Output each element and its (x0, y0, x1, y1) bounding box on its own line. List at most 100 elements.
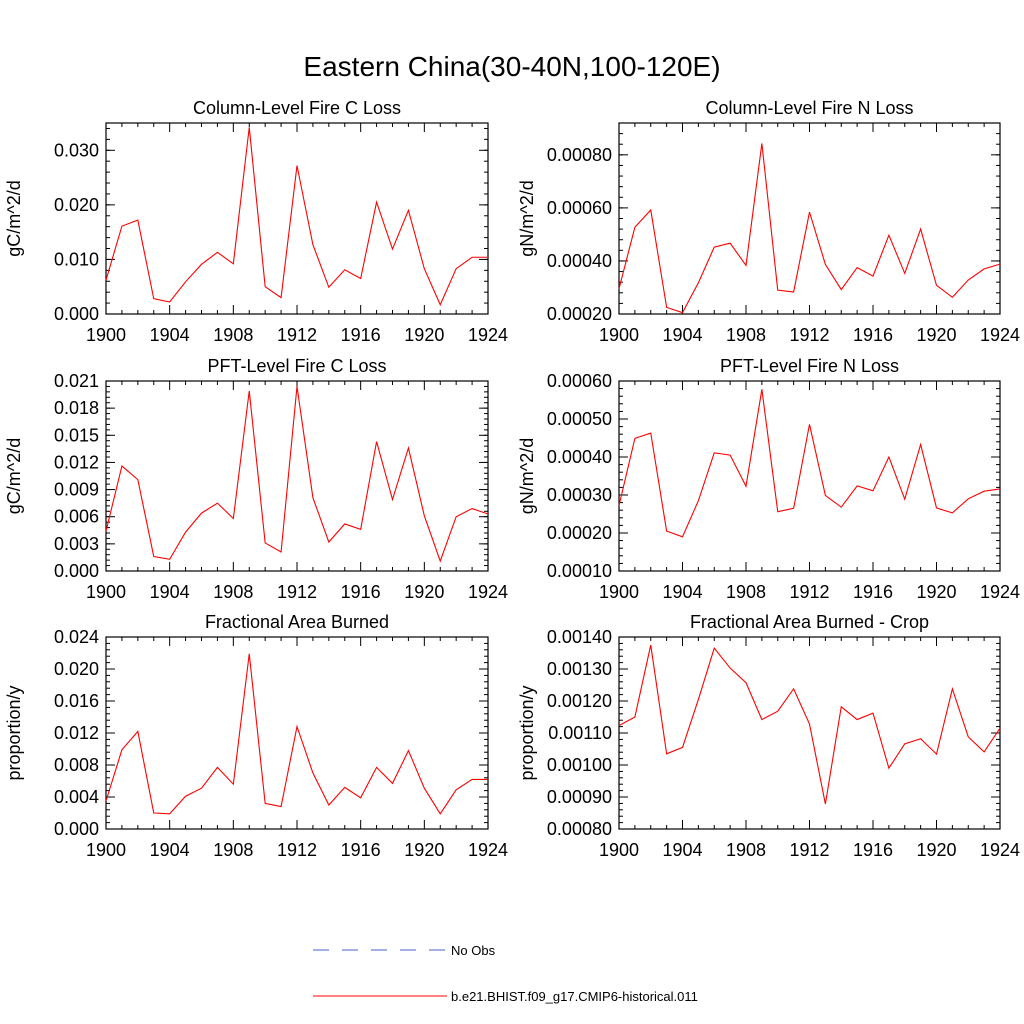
panel-title: Column-Level Fire C Loss (193, 98, 401, 118)
panel-column-fire-c-loss: Column-Level Fire C Loss gC/m^2/d 1900 1904… (4, 98, 508, 345)
x-tick-label: 1920 (916, 582, 956, 602)
panel-fractional-area-burned: Fractional Area Burned proportion/y 1900 19… (4, 612, 508, 860)
y-axis-label: proportion/y (4, 685, 24, 780)
x-tick-label: 1916 (853, 582, 893, 602)
y-tick-label: 0.00120 (547, 691, 612, 711)
panel-title: Fractional Area Burned (205, 612, 389, 632)
x-tick-label: 1916 (341, 582, 381, 602)
y-tick-label: 0.010 (54, 249, 99, 269)
plot-frame (105, 122, 489, 315)
y-tick-label: 0.00110 (548, 723, 612, 743)
x-tick-label: 1924 (980, 582, 1020, 602)
y-tick-label: 0.015 (54, 425, 99, 445)
x-tick-label: 1912 (277, 325, 317, 345)
panel-column-fire-n-loss: Column-Level Fire N Loss gN/m^2/d 1900 1904… (517, 98, 1020, 345)
x-tick-label: 1904 (662, 582, 702, 602)
plot-frame (618, 636, 1001, 830)
y-tick-label: 0.006 (54, 507, 99, 527)
legend: No Obs b.e21.BHIST.f09_g17.CMIP6-histori… (313, 943, 698, 1004)
y-tick-label: 0.00050 (547, 409, 612, 429)
x-tick-label: 1900 (599, 582, 639, 602)
y-tick-label: 0.021 (54, 371, 99, 391)
series-line-model (618, 143, 1001, 314)
y-tick-label: 0.00100 (547, 755, 612, 775)
y-tick-label: 0.003 (54, 534, 99, 554)
x-tick-label: 1908 (726, 582, 766, 602)
y-tick-label: 0.004 (54, 787, 99, 807)
x-tick-label: 1920 (916, 325, 956, 345)
y-tick-label: 0.020 (54, 195, 99, 215)
panel-pft-fire-n-loss: PFT-Level Fire N Loss gN/m^2/d 1900 1904 190… (517, 356, 1020, 602)
plot-frame (618, 122, 1001, 315)
x-tick-label: 1912 (789, 840, 829, 860)
legend-obs-label: No Obs (451, 943, 496, 958)
y-tick-label: 0.00040 (547, 251, 612, 271)
y-tick-label: 0.00080 (547, 145, 612, 165)
figure-title: Eastern China(30-40N,100-120E) (303, 51, 720, 82)
y-tick-label: 0.00020 (547, 523, 612, 543)
y-tick-label: 0.030 (54, 140, 99, 160)
x-tick-label: 1908 (726, 840, 766, 860)
x-tick-label: 1904 (662, 840, 702, 860)
x-tick-label: 1908 (726, 325, 766, 345)
x-tick-label: 1924 (980, 325, 1020, 345)
y-tick-label: 0.00040 (547, 447, 612, 467)
y-axis-label: gN/m^2/d (517, 180, 537, 256)
x-tick-label: 1908 (213, 325, 253, 345)
x-tick-label: 1924 (980, 840, 1020, 860)
x-tick-label: 1900 (599, 325, 639, 345)
panel-title: Column-Level Fire N Loss (705, 98, 913, 118)
x-tick-label: 1920 (404, 582, 444, 602)
y-axis-label: gC/m^2/d (4, 438, 24, 514)
x-tick-label: 1924 (468, 325, 508, 345)
panel-pft-fire-c-loss: PFT-Level Fire C Loss gC/m^2/d 1900 1904 190… (4, 356, 508, 602)
x-tick-label: 1912 (789, 582, 829, 602)
y-tick-label: 0.000 (54, 561, 99, 581)
y-axis-label: proportion/y (517, 685, 537, 780)
x-tick-label: 1904 (150, 582, 190, 602)
x-tick-label: 1900 (86, 582, 126, 602)
x-tick-label: 1904 (662, 325, 702, 345)
series-line-model (618, 389, 1001, 538)
y-tick-label: 0.00060 (547, 198, 612, 218)
x-tick-label: 1920 (404, 325, 444, 345)
plot-frame (618, 380, 1001, 572)
y-tick-label: 0.00060 (547, 371, 612, 391)
y-tick-label: 0.000 (54, 819, 99, 839)
x-tick-label: 1900 (599, 840, 639, 860)
panel-title: PFT-Level Fire C Loss (207, 356, 386, 376)
y-tick-label: 0.012 (54, 723, 99, 743)
x-tick-label: 1912 (277, 840, 317, 860)
series-line-model (105, 127, 488, 307)
x-tick-label: 1920 (916, 840, 956, 860)
x-tick-label: 1908 (213, 582, 253, 602)
x-tick-label: 1900 (86, 325, 126, 345)
y-tick-label: 0.00090 (547, 787, 612, 807)
y-axis-label: gN/m^2/d (517, 438, 537, 514)
x-tick-label: 1920 (404, 840, 444, 860)
panel-title: Fractional Area Burned - Crop (690, 612, 929, 632)
x-tick-label: 1900 (86, 840, 126, 860)
x-tick-label: 1916 (341, 325, 381, 345)
y-tick-label: 0.00140 (547, 627, 612, 647)
x-tick-label: 1912 (789, 325, 829, 345)
y-tick-label: 0.00010 (547, 561, 612, 581)
x-tick-label: 1912 (277, 582, 317, 602)
x-tick-label: 1924 (468, 840, 508, 860)
plot-frame (105, 380, 489, 572)
y-tick-label: 0.000 (54, 304, 99, 324)
x-tick-label: 1916 (341, 840, 381, 860)
y-axis-label: gC/m^2/d (4, 180, 24, 256)
plot-frame (105, 636, 489, 830)
series-line-model (105, 386, 489, 563)
y-tick-label: 0.020 (54, 659, 99, 679)
x-tick-label: 1916 (853, 840, 893, 860)
x-tick-label: 1916 (853, 325, 893, 345)
x-tick-label: 1924 (468, 582, 508, 602)
x-tick-label: 1908 (213, 840, 253, 860)
y-tick-label: 0.012 (54, 452, 99, 472)
y-tick-label: 0.024 (54, 627, 99, 647)
series-line-model (105, 653, 488, 815)
y-tick-label: 0.008 (54, 755, 99, 775)
